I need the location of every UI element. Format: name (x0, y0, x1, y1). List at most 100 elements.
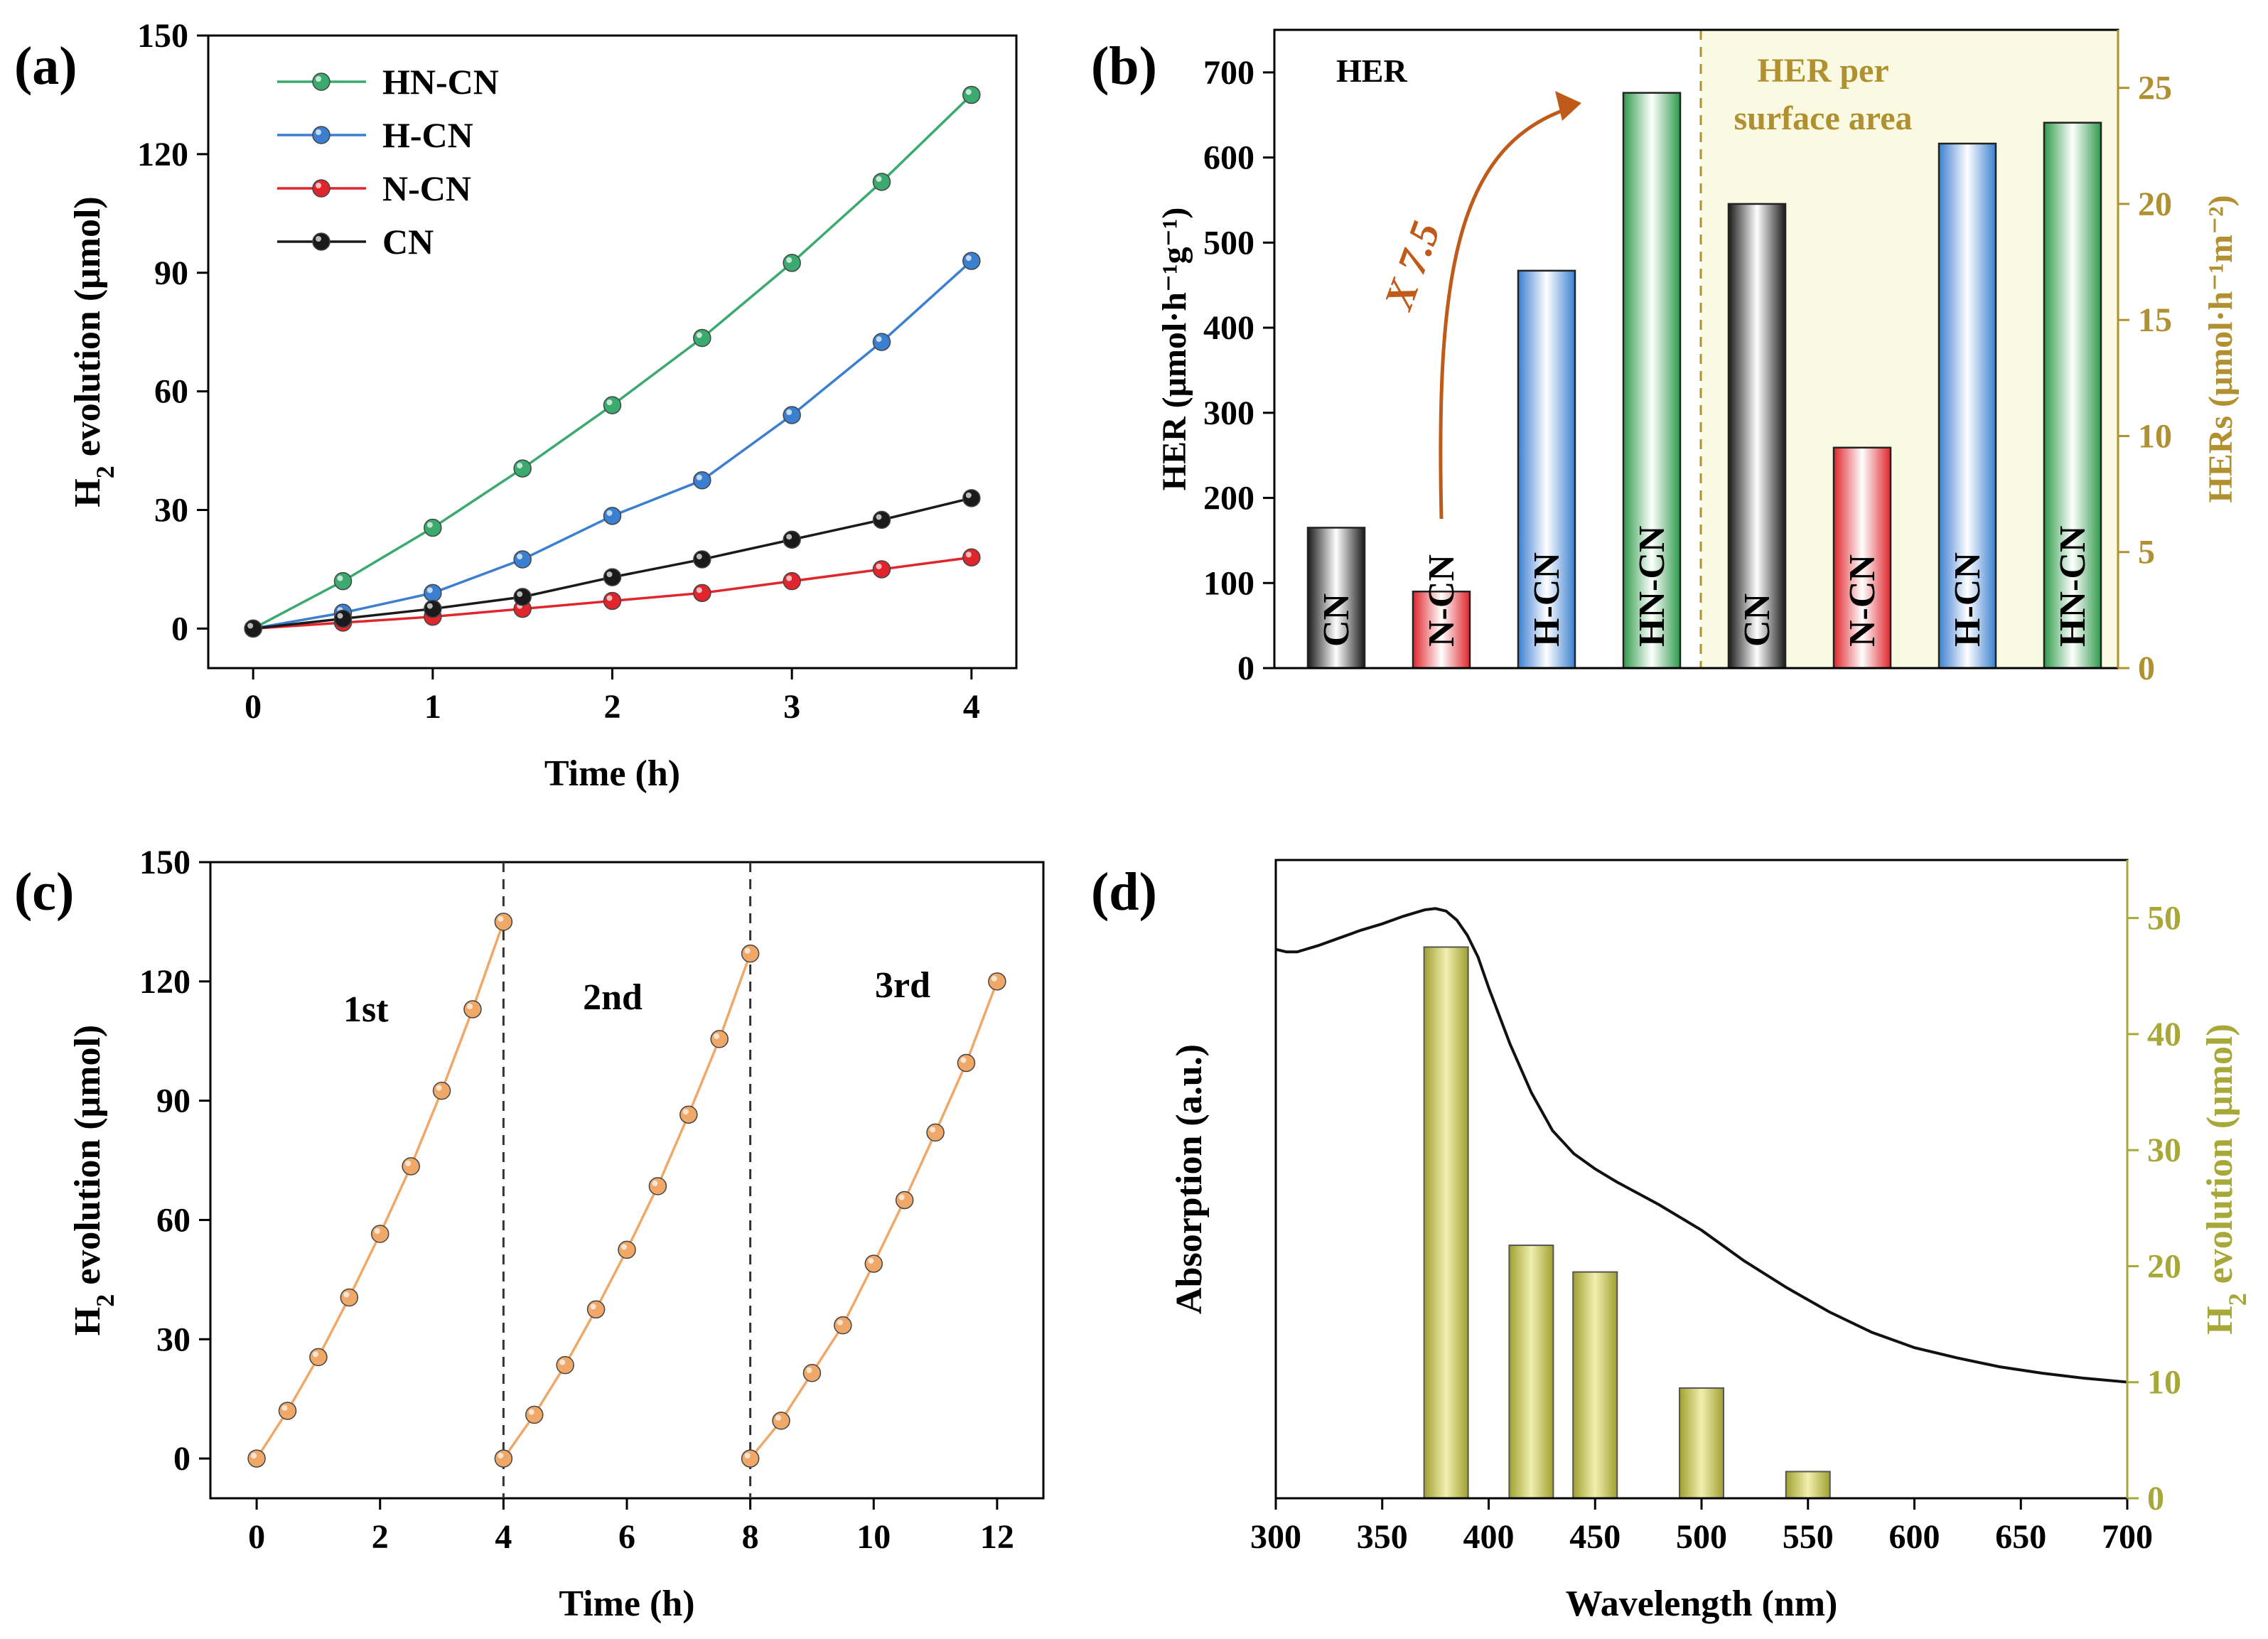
right-group-title-line2: surface area (1734, 100, 1912, 137)
y-tick-label: 100 (1203, 564, 1254, 602)
y-tick-label: 0 (1237, 650, 1254, 687)
cycle-point (309, 1348, 328, 1367)
cycle-point-highlight (281, 1404, 288, 1411)
x-tick-label: 4 (963, 688, 980, 726)
data-point-h-cn (693, 471, 711, 490)
cycle-point (802, 1364, 822, 1382)
cycle-point (340, 1288, 359, 1307)
data-point-cn (783, 530, 801, 549)
ratio-annotation: X 7.5 (1375, 215, 1449, 316)
cycle-point (772, 1412, 790, 1430)
y-tick-label: 30 (156, 1321, 190, 1358)
legend-label: N-CN (382, 168, 471, 208)
cycle-point-highlight (868, 1257, 874, 1264)
wavelength-bar (1679, 1387, 1724, 1499)
cycle-point (926, 1123, 945, 1142)
x-tick-label: 350 (1357, 1518, 1408, 1556)
cycle-point (741, 944, 760, 963)
x-tick-label: 2 (372, 1518, 389, 1556)
y-tick-label: 30 (154, 492, 188, 530)
x-axis-label: Time (h) (544, 753, 680, 794)
cycle-point (895, 1191, 914, 1210)
cycle-point (370, 1225, 389, 1243)
data-point-h-cn-highlight (876, 336, 882, 343)
cycle-point (957, 1053, 976, 1073)
cycle-point-highlight (590, 1304, 596, 1310)
data-point-n-cn (783, 571, 801, 591)
legend-marker-highlight (316, 236, 321, 242)
cycle-point (278, 1402, 297, 1420)
data-point-h-cn-highlight (517, 554, 523, 560)
cycle-point-highlight (374, 1228, 380, 1235)
bar-label: N-CN (1421, 554, 1462, 647)
data-point-hn-cn (333, 571, 353, 591)
panel-b-bar-chart: CN N-CN H-CN HN-CN CN N-CN H-CN HN-CN0100200300… (1156, 28, 2240, 687)
x-tick-label: 12 (980, 1518, 1014, 1556)
cycle-point-highlight (991, 975, 997, 982)
data-point-n-cn-highlight (786, 575, 792, 581)
data-point-h-cn-highlight (786, 409, 792, 415)
y-tick-label: 500 (1203, 224, 1254, 262)
data-point-h-cn (872, 333, 891, 351)
x-tick-label: 6 (618, 1518, 635, 1556)
cycle-point (834, 1316, 852, 1335)
absorption-curve (1275, 907, 2128, 1384)
data-point-h-cn (603, 507, 622, 525)
y-axis-label-right: H2 evolution (μmol) (2200, 1023, 2252, 1334)
y-right-tick-label: 50 (2147, 900, 2181, 937)
data-point-h-cn (783, 406, 801, 424)
x-tick-label: 700 (2102, 1518, 2153, 1556)
bar-label: H-CN (1947, 552, 1988, 647)
cycle-point (741, 1449, 760, 1468)
y-tick-label: 0 (171, 610, 188, 647)
cycle-point-highlight (806, 1367, 812, 1373)
y-tick-label: 400 (1203, 309, 1254, 347)
y-tick-label: 150 (139, 844, 190, 881)
cycle-point-highlight (898, 1194, 905, 1200)
y-right-tick-label: 40 (2147, 1016, 2181, 1053)
x-tick-label: 300 (1250, 1518, 1301, 1556)
y-tick-label: 60 (154, 373, 188, 411)
cycle-point (525, 1405, 544, 1424)
legend-marker-highlight (316, 76, 321, 82)
legend-marker-highlight (316, 129, 321, 135)
x-tick-label: 650 (1995, 1518, 2046, 1556)
y-right-tick-label: 10 (2138, 417, 2172, 455)
data-point-hn-cn-highlight (606, 399, 613, 406)
data-point-hn-cn-highlight (965, 89, 972, 95)
cycle-point-highlight (312, 1351, 318, 1358)
bar-hn-cn (2043, 122, 2102, 670)
bar-h-cn (1938, 142, 1997, 670)
data-point-n-cn-highlight (876, 563, 882, 569)
y-tick-label: 700 (1203, 54, 1254, 92)
panel-label-b: (b) (1091, 36, 1157, 96)
legend-marker-highlight (316, 183, 321, 188)
data-point-cn (424, 599, 442, 618)
legend-marker (312, 179, 330, 198)
data-point-cn (333, 609, 353, 628)
data-point-hn-cn-highlight (517, 463, 523, 469)
x-tick-label: 4 (495, 1518, 512, 1556)
panel-label-c: (c) (14, 862, 74, 922)
data-point-h-cn-highlight (606, 510, 613, 516)
data-point-cn (872, 510, 891, 530)
data-point-h-cn (962, 252, 981, 270)
annotation-arrow-head (1555, 91, 1581, 121)
cycle-point-highlight (528, 1409, 534, 1415)
cycle-point (679, 1105, 698, 1124)
x-tick-label: 500 (1676, 1518, 1727, 1556)
bar-label: N-CN (1842, 554, 1883, 647)
data-point-hn-cn (872, 173, 891, 191)
data-point-h-cn (513, 550, 532, 569)
cycle-point (648, 1177, 667, 1195)
data-point-cn-highlight (606, 571, 613, 578)
y-tick-label: 200 (1203, 480, 1254, 517)
data-point-cn-highlight (426, 603, 433, 609)
data-point-cn (693, 550, 711, 569)
data-point-hn-cn-highlight (786, 257, 792, 263)
y-axis-label: H2 evolution (μmol) (68, 196, 119, 507)
data-point-hn-cn (424, 518, 442, 537)
legend-label: CN (382, 222, 434, 262)
